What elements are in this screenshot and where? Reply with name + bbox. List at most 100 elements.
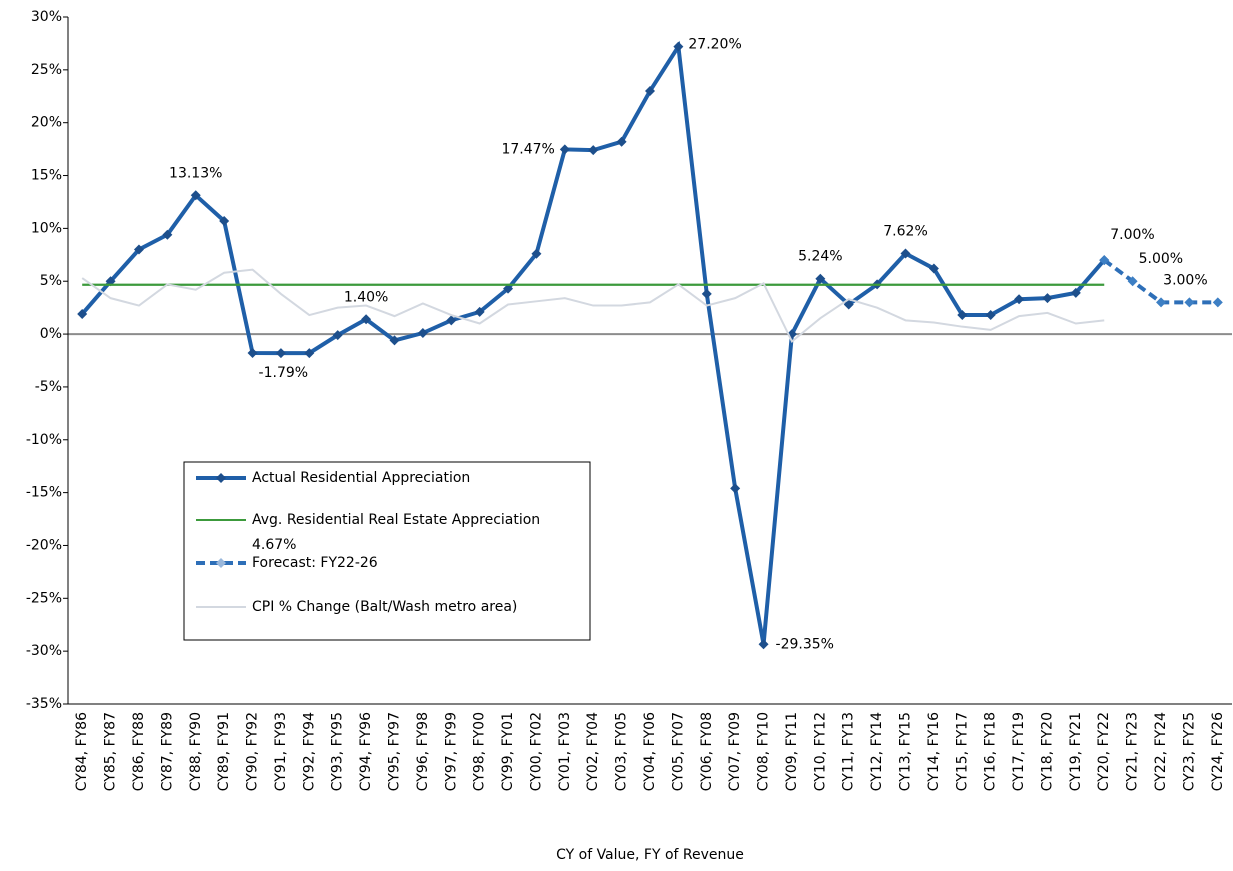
marker (361, 314, 372, 325)
data-label: 27.20% (688, 37, 741, 53)
marker (588, 145, 599, 156)
data-label: 3.00% (1163, 272, 1207, 288)
x-tick-label: CY21, FY23 (1125, 712, 1141, 791)
x-tick-label: CY84, FY86 (74, 712, 90, 791)
marker (673, 41, 684, 52)
x-tick-label: CY19, FY21 (1068, 712, 1084, 791)
marker (247, 347, 258, 358)
x-tick-label: CY95, FY97 (386, 712, 402, 791)
marker (616, 136, 627, 147)
marker (758, 639, 769, 650)
x-tick-label: CY18, FY20 (1039, 712, 1055, 791)
y-tick-label: 10% (31, 220, 62, 236)
y-tick-label: 25% (31, 62, 62, 78)
x-axis-title: CY of Value, FY of Revenue (556, 847, 744, 863)
x-tick-label: CY96, FY98 (415, 712, 431, 791)
x-tick-label: CY15, FY17 (954, 712, 970, 791)
marker (162, 229, 173, 240)
x-tick-label: CY01, FY03 (557, 712, 573, 791)
x-tick-label: CY06, FY08 (699, 712, 715, 791)
marker (900, 248, 911, 259)
data-label: -29.35% (776, 636, 834, 652)
y-tick-label: -30% (26, 643, 62, 659)
marker (446, 315, 457, 326)
marker (1212, 297, 1223, 308)
marker (1014, 294, 1025, 305)
x-tick-label: CY88, FY90 (188, 712, 204, 791)
data-label: 17.47% (501, 141, 554, 157)
marker (1156, 297, 1167, 308)
data-label: 7.00% (1110, 227, 1154, 243)
x-tick-label: CY14, FY16 (926, 712, 942, 791)
x-tick-label: CY90, FY92 (245, 712, 261, 791)
x-tick-label: CY23, FY25 (1181, 712, 1197, 791)
data-label: 5.00% (1139, 251, 1183, 267)
x-tick-label: CY93, FY95 (330, 712, 346, 791)
legend-label: Avg. Residential Real Estate Appreciatio… (252, 512, 540, 553)
legend-label: Forecast: FY22-26 (252, 555, 378, 571)
data-label: 5.24% (798, 249, 842, 265)
marker (1099, 255, 1110, 266)
marker (332, 330, 343, 341)
x-tick-label: CY24, FY26 (1210, 712, 1226, 791)
marker (503, 283, 514, 294)
marker (77, 308, 88, 319)
x-tick-label: CY00, FY02 (528, 712, 544, 791)
x-tick-label: CY85, FY87 (103, 712, 119, 791)
x-tick-label: CY99, FY01 (500, 712, 516, 791)
x-tick-label: CY98, FY00 (472, 712, 488, 791)
marker (1070, 287, 1081, 298)
x-tick-label: CY20, FY22 (1096, 712, 1112, 791)
x-tick-label: CY09, FY11 (784, 712, 800, 791)
y-tick-label: -25% (26, 590, 62, 606)
marker (1127, 276, 1138, 287)
x-tick-label: CY94, FY96 (358, 712, 374, 791)
y-tick-label: -5% (35, 379, 62, 395)
marker (815, 273, 826, 284)
marker (957, 310, 968, 321)
x-tick-label: CY07, FY09 (727, 712, 743, 791)
x-tick-label: CY12, FY14 (869, 712, 885, 791)
x-tick-label: CY10, FY12 (812, 712, 828, 791)
x-tick-label: CY22, FY24 (1153, 712, 1169, 791)
y-tick-label: -20% (26, 537, 62, 553)
x-tick-label: CY08, FY10 (756, 712, 772, 791)
legend-label-line: Avg. Residential Real Estate Appreciatio… (252, 512, 540, 528)
marker (133, 244, 144, 255)
x-tick-label: CY02, FY04 (585, 712, 601, 791)
legend-marker (216, 473, 226, 483)
marker (389, 335, 400, 346)
x-tick-label: CY97, FY99 (443, 712, 459, 791)
x-tick-label: CY05, FY07 (670, 712, 686, 791)
legend-label-line: 4.67% (252, 537, 296, 553)
marker (730, 483, 741, 494)
x-tick-label: CY91, FY93 (273, 712, 289, 791)
x-tick-label: CY03, FY05 (614, 712, 630, 791)
marker (645, 85, 655, 96)
y-tick-label: 0% (40, 326, 62, 342)
y-tick-label: -35% (26, 696, 62, 712)
series-line (81, 268, 1105, 344)
x-tick-label: CY17, FY19 (1011, 712, 1027, 791)
y-tick-label: 20% (31, 115, 62, 131)
data-label: 13.13% (169, 165, 222, 181)
marker (559, 144, 570, 155)
legend-label: CPI % Change (Balt/Wash metro area) (252, 599, 517, 615)
y-tick-label: 5% (40, 273, 62, 289)
legend-box (183, 461, 591, 641)
marker (417, 328, 428, 339)
marker (219, 215, 230, 226)
y-tick-label: -15% (26, 485, 62, 501)
y-tick-label: -10% (26, 432, 62, 448)
data-label: 1.40% (344, 289, 388, 305)
marker (985, 310, 996, 321)
x-tick-label: CY89, FY91 (216, 712, 232, 791)
y-tick-label: 15% (31, 168, 62, 184)
x-tick-label: CY16, FY18 (983, 712, 999, 791)
marker (1184, 297, 1195, 308)
y-tick-label: 30% (31, 9, 62, 25)
x-tick-label: CY04, FY06 (642, 712, 658, 791)
marker (304, 348, 315, 359)
marker (275, 348, 286, 359)
